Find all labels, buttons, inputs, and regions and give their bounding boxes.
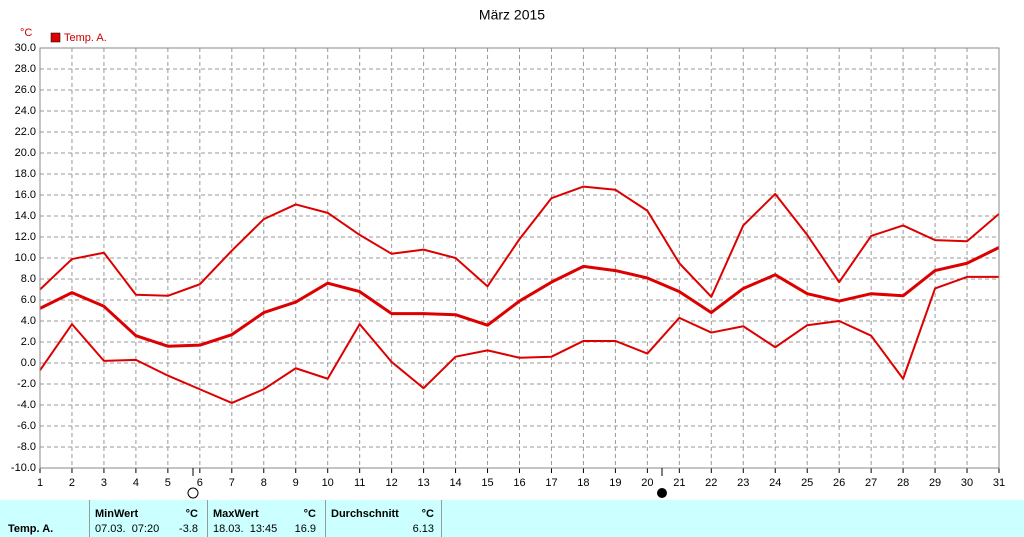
y-tick-label: 20.0 (15, 147, 36, 159)
y-tick-label: 24.0 (15, 105, 36, 117)
x-tick-label: 31 (993, 477, 1005, 489)
x-tick-label: 22 (705, 477, 717, 489)
col-header: MaxWert (213, 508, 259, 520)
min-time: 07.03. 07:20 (95, 523, 160, 535)
avg-value: 6.13 (412, 523, 434, 535)
x-tick-label: 4 (133, 477, 139, 489)
x-tick-label: 12 (386, 477, 398, 489)
x-tick-label: 30 (961, 477, 973, 489)
x-tick-label: 7 (229, 477, 235, 489)
y-tick-label: 10.0 (15, 252, 36, 264)
y-tick-label: 22.0 (15, 126, 36, 138)
x-tick-label: 24 (769, 477, 781, 489)
data-line (39, 185, 1000, 298)
unit: °C (303, 508, 316, 520)
y-tick-label: 12.0 (15, 231, 36, 243)
y-tick-label: 8.0 (21, 273, 36, 285)
y-tick-label: 28.0 (15, 63, 36, 75)
x-tick-label: 6 (197, 477, 203, 489)
x-tick-label: 20 (641, 477, 653, 489)
x-tick-label: 19 (609, 477, 621, 489)
x-tick-label: 23 (737, 477, 749, 489)
col-header: MinWert (95, 508, 139, 520)
summary-table: Temp. A. MinWert °C 07.03. 07:20 -3.8 Ma… (0, 500, 1024, 537)
y-unit: °C (20, 27, 32, 39)
y-tick-label: 18.0 (15, 168, 36, 180)
x-tick-label: 29 (929, 477, 941, 489)
data-line (39, 275, 999, 404)
x-tick-label: 21 (673, 477, 685, 489)
separator (89, 500, 90, 537)
separator (325, 500, 326, 537)
x-tick-label: 16 (513, 477, 525, 489)
row-label: Temp. A. (8, 523, 54, 535)
col-header: Durchschnitt (331, 508, 399, 520)
x-tick-label: 17 (545, 477, 557, 489)
x-tick-label: 28 (897, 477, 909, 489)
chart-title: März 2015 (479, 7, 545, 23)
x-tick-label: 15 (481, 477, 493, 489)
x-tick-label: 8 (261, 477, 267, 489)
separator (441, 500, 442, 537)
y-tick-label: 0.0 (21, 357, 36, 369)
legend-swatch (50, 32, 61, 43)
x-tick-label: 14 (449, 477, 461, 489)
y-tick-label: 16.0 (15, 189, 36, 201)
unit: °C (421, 508, 434, 520)
max-value: 16.9 (294, 523, 316, 535)
y-tick-label: -2.0 (17, 378, 36, 390)
x-tick-label: 13 (417, 477, 429, 489)
moon-new (657, 488, 667, 498)
min-value: -3.8 (179, 523, 198, 535)
max-time: 18.03. 13:45 (213, 523, 278, 535)
x-tick-label: 10 (322, 477, 334, 489)
x-tick-label: 18 (577, 477, 589, 489)
data-line (39, 246, 1000, 348)
chart: März 2015 °C Temp. A. -10.0 -8.0 -6.0 -4.0 -… (11, 7, 1005, 499)
legend-label: Temp. A. (64, 32, 107, 44)
moon-full (187, 487, 199, 499)
x-tick-label: 27 (865, 477, 877, 489)
x-tick-label: 5 (165, 477, 171, 489)
y-tick-label: 4.0 (21, 315, 36, 327)
separator (207, 500, 208, 537)
unit: °C (185, 508, 198, 520)
y-tick-label: 30.0 (15, 42, 36, 54)
y-tick-label: -8.0 (17, 441, 36, 453)
y-tick-label: 26.0 (15, 84, 36, 96)
y-tick-label: 2.0 (21, 336, 36, 348)
y-tick-label: -6.0 (17, 420, 36, 432)
y-tick-label: 14.0 (15, 210, 36, 222)
y-tick-label: 6.0 (21, 294, 36, 306)
x-tick-label: 26 (833, 477, 845, 489)
x-tick-label: 2 (69, 477, 75, 489)
x-tick-label: 3 (101, 477, 107, 489)
x-tick-label: 11 (354, 477, 365, 489)
y-tick-label: -10.0 (11, 462, 36, 474)
x-tick-label: 1 (37, 477, 43, 489)
x-tick-label: 9 (293, 477, 299, 489)
plot-frame (39, 47, 1000, 469)
x-tick-label: 25 (801, 477, 813, 489)
y-tick-label: -4.0 (17, 399, 36, 411)
